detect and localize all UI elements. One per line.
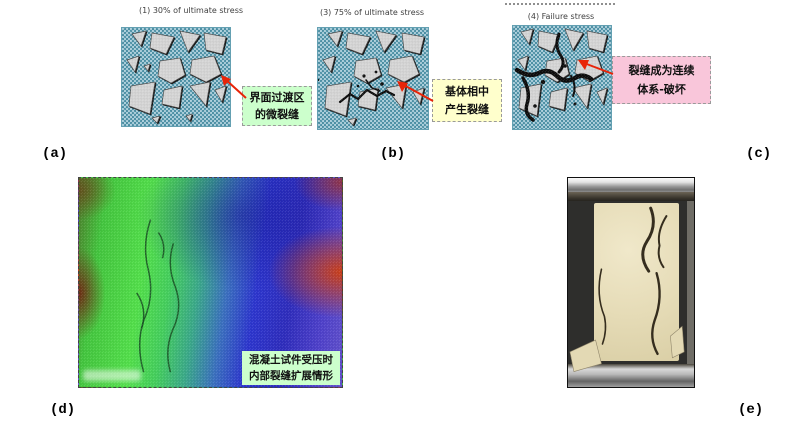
diagram2-callout: 基体相中 产生裂缝 (432, 79, 502, 122)
diagram1-callout: 界面过渡区 的微裂缝 (242, 86, 312, 126)
d-image-caption: 混凝土试件受压时 内部裂缝扩展情形 (242, 351, 340, 385)
diagram1-title: (1) 30% of ultimate stress (138, 6, 244, 15)
panel-label-a: (a) (42, 146, 68, 162)
crack-lines (136, 219, 180, 373)
callout-text: 界面过渡区 (249, 91, 305, 104)
panel-label-d: (d) (50, 402, 76, 418)
diagram1-aggregates (126, 30, 227, 124)
arrow-icon (578, 60, 614, 75)
specimen-photo (567, 177, 695, 388)
diagram2-aggregates (318, 30, 425, 126)
diagram3-callout: 裂缝成为连续 体系-破坏 (612, 56, 711, 104)
diagram3-title: (4) Failure stress (527, 12, 595, 21)
crack-propagation-image: 混凝土试件受压时 内部裂缝扩展情形 (78, 177, 343, 388)
top-platen (568, 178, 694, 192)
callout-text: 的微裂缝 (255, 108, 299, 121)
concrete-specimen (594, 203, 679, 361)
diagram3-aggregates (514, 28, 608, 122)
callout-text: 裂缝成为连续 (628, 64, 695, 77)
panel-label-e: (e) (738, 402, 764, 418)
caption-text: 混凝土试件受压时 (249, 354, 333, 366)
callout-text: 基体相中 (445, 84, 489, 98)
photo-background (687, 178, 694, 387)
callout-text: 产生裂缝 (445, 102, 489, 116)
callout-text: 体系-破坏 (637, 83, 686, 96)
caption-text: 内部裂缝扩展情形 (249, 370, 333, 382)
specimen-cracks (569, 206, 685, 372)
diagram2-title: (3) 75% of ultimate stress (319, 8, 425, 17)
dotted-divider (505, 3, 615, 5)
bottom-platen (568, 364, 694, 387)
arrow-icon (221, 75, 247, 99)
panel-label-b: (b) (380, 146, 406, 162)
panel-label-c: (c) (746, 146, 772, 162)
video-watermark (83, 370, 141, 381)
arrow-icon (397, 81, 434, 102)
top-platen-shadow (568, 192, 694, 201)
